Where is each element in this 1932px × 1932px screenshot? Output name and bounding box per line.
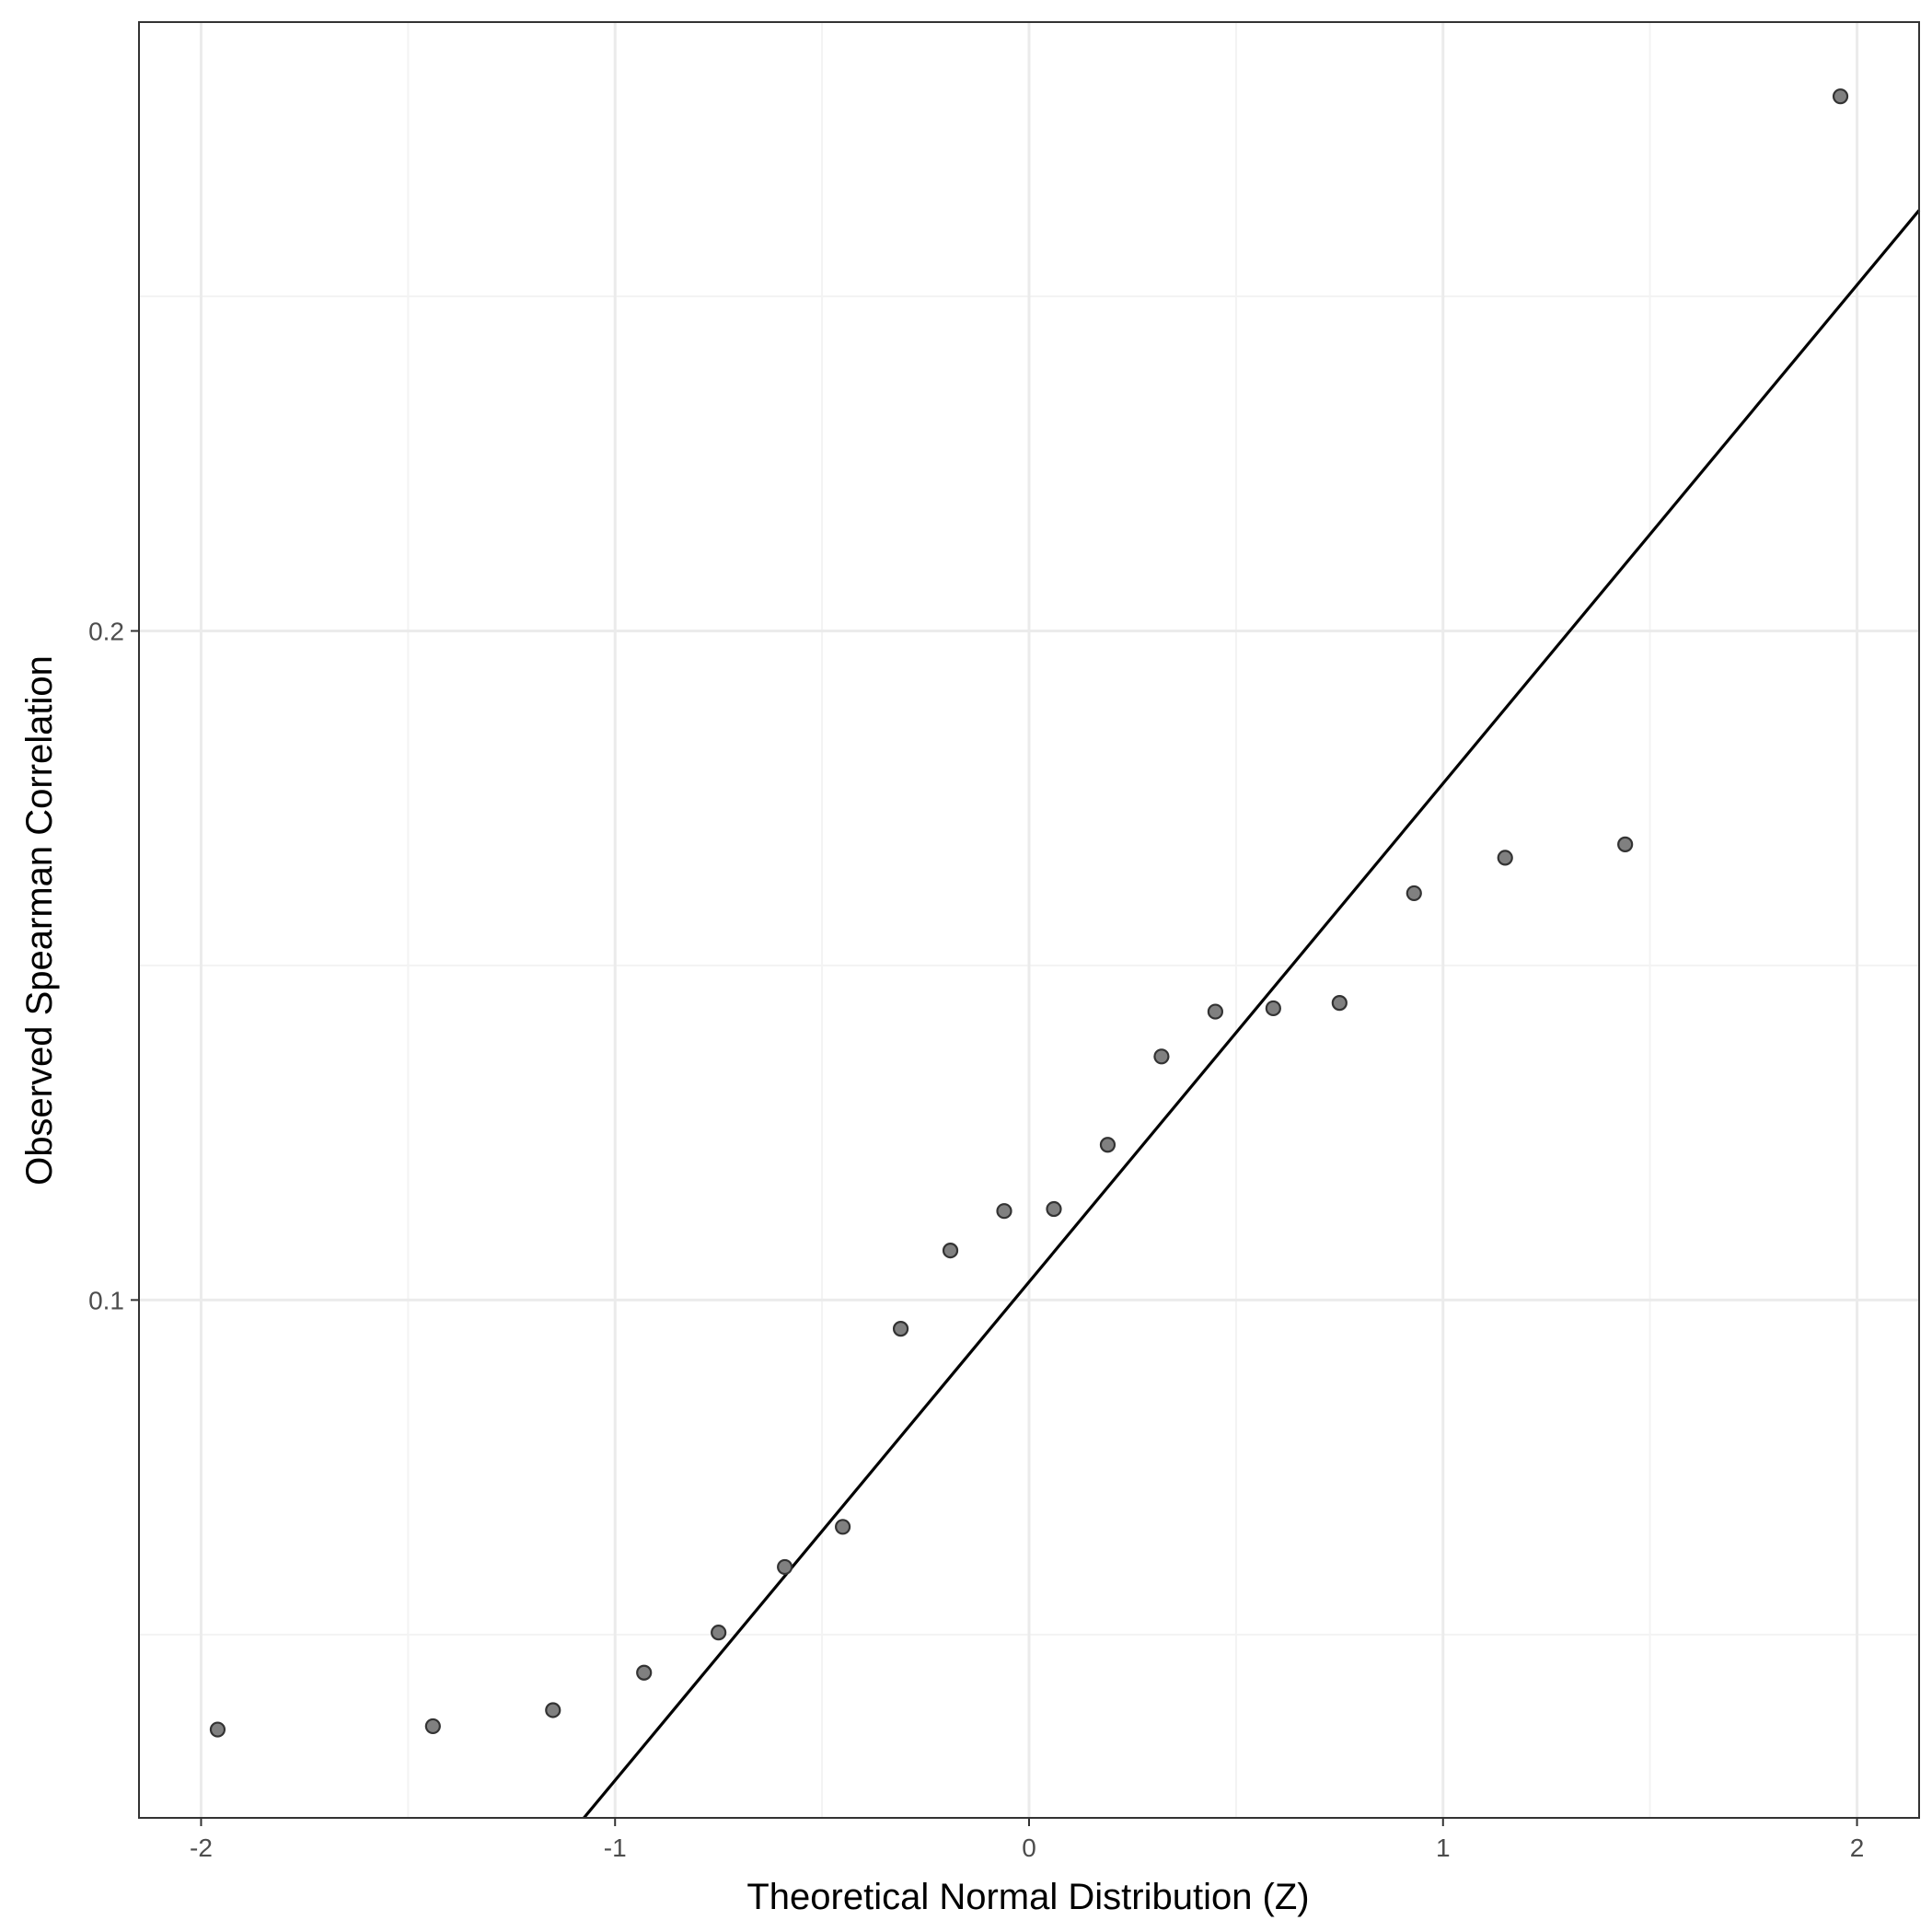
y-tick-label: 0.1 — [88, 1286, 124, 1314]
data-point — [892, 1321, 909, 1337]
data-point — [1099, 1137, 1116, 1153]
data-point — [711, 1625, 727, 1641]
data-point — [1406, 885, 1422, 902]
grid-major — [139, 22, 1919, 1818]
x-tick-label: 0 — [1022, 1834, 1036, 1862]
data-point — [1832, 88, 1849, 105]
data-point — [1497, 850, 1513, 866]
x-axis-ticks: -2 -1 0 1 2 — [190, 1818, 1864, 1862]
data-point — [1046, 1200, 1062, 1218]
data-point — [1153, 1048, 1170, 1065]
y-axis-title: Observed Spearman Correlation — [19, 655, 60, 1186]
data-point — [424, 1718, 441, 1735]
data-point — [1617, 836, 1634, 852]
points-layer — [209, 88, 1849, 1738]
data-point — [996, 1203, 1012, 1220]
data-point — [545, 1702, 561, 1718]
y-axis-ticks: 0.1 0.2 — [88, 617, 139, 1314]
data-point — [1265, 1000, 1281, 1017]
reference-line-layer — [583, 209, 1921, 1820]
data-point — [777, 1558, 793, 1576]
data-point — [636, 1664, 653, 1681]
x-tick-label: 1 — [1436, 1834, 1451, 1862]
data-point — [1207, 1003, 1223, 1020]
x-tick-label: -2 — [190, 1834, 213, 1862]
x-axis-title: Theoretical Normal Distribution (Z) — [746, 1877, 1309, 1917]
x-tick-label: -1 — [604, 1834, 627, 1862]
data-point — [942, 1242, 959, 1259]
reference-line — [583, 209, 1921, 1820]
y-tick-label: 0.2 — [88, 617, 124, 645]
data-point — [209, 1721, 226, 1738]
data-point — [1331, 995, 1348, 1012]
data-point — [835, 1519, 851, 1535]
x-tick-label: 2 — [1850, 1834, 1865, 1862]
